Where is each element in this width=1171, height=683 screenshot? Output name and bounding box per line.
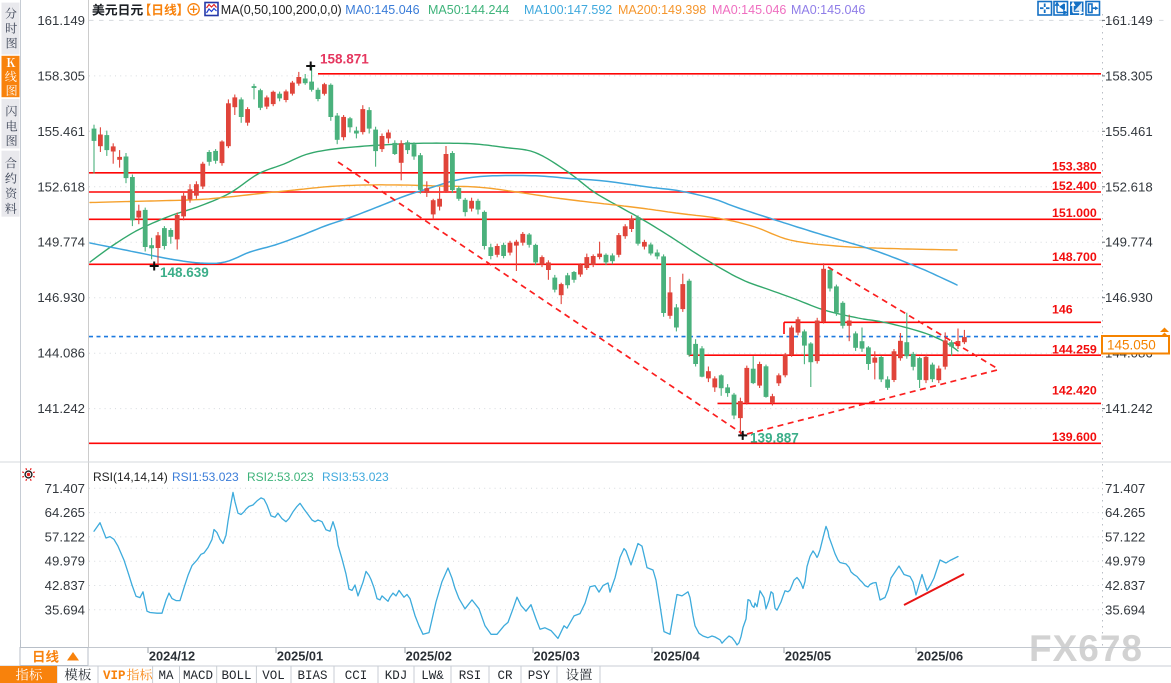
- svg-text:PSY: PSY: [528, 669, 551, 683]
- svg-text:139.600: 139.600: [1052, 430, 1097, 444]
- svg-text:144.086: 144.086: [37, 346, 85, 361]
- svg-text:158.305: 158.305: [37, 68, 85, 83]
- svg-text:2025/04: 2025/04: [653, 649, 700, 664]
- svg-text:MA(0,50,100,200,0,0): MA(0,50,100,200,0,0): [221, 3, 342, 17]
- svg-text:VOL: VOL: [262, 669, 285, 683]
- svg-text:152.618: 152.618: [1105, 179, 1153, 194]
- svg-text:148.639: 148.639: [160, 265, 209, 280]
- svg-text:141.242: 141.242: [1105, 401, 1153, 416]
- svg-text:145.050: 145.050: [1107, 338, 1156, 353]
- svg-text:LW&: LW&: [421, 669, 444, 683]
- svg-text:49.979: 49.979: [1105, 554, 1145, 569]
- svg-text:146: 146: [1052, 303, 1073, 317]
- svg-text:FX678: FX678: [1029, 628, 1143, 669]
- svg-text:2024/12: 2024/12: [149, 649, 195, 664]
- svg-text:BIAS: BIAS: [297, 669, 327, 683]
- svg-text:MA100:147.592: MA100:147.592: [524, 3, 612, 17]
- svg-text:144.259: 144.259: [1052, 342, 1097, 356]
- svg-text:146.930: 146.930: [1105, 290, 1153, 305]
- svg-text:2025/02: 2025/02: [406, 649, 452, 664]
- svg-text:42.837: 42.837: [45, 578, 85, 593]
- svg-text:151.000: 151.000: [1052, 206, 1097, 220]
- svg-text:RSI2:53.023: RSI2:53.023: [247, 470, 314, 484]
- svg-text:153.380: 153.380: [1052, 160, 1097, 174]
- svg-text:161.149: 161.149: [37, 13, 85, 28]
- svg-text:BOLL: BOLL: [221, 669, 251, 683]
- svg-text:MA: MA: [158, 669, 174, 683]
- svg-text:64.265: 64.265: [1105, 505, 1145, 520]
- svg-text:152.618: 152.618: [37, 179, 85, 194]
- svg-text:MA0:145.046: MA0:145.046: [345, 3, 419, 17]
- svg-text:152.400: 152.400: [1052, 179, 1097, 193]
- svg-text:71.407: 71.407: [1105, 481, 1145, 496]
- svg-text:MA0:145.046: MA0:145.046: [791, 3, 865, 17]
- svg-text:35.694: 35.694: [45, 602, 85, 617]
- svg-text:49.979: 49.979: [45, 554, 85, 569]
- svg-text:35.694: 35.694: [1105, 602, 1145, 617]
- svg-text:MA0:145.046: MA0:145.046: [712, 3, 786, 17]
- svg-text:155.461: 155.461: [1105, 124, 1153, 139]
- svg-text:2025/05: 2025/05: [785, 649, 831, 664]
- svg-text:139.887: 139.887: [750, 431, 799, 446]
- svg-text:2025/01: 2025/01: [277, 649, 323, 664]
- svg-text:149.774: 149.774: [1105, 235, 1153, 250]
- svg-text:155.461: 155.461: [37, 124, 85, 139]
- svg-text:2025/06: 2025/06: [917, 649, 963, 664]
- svg-text:RSI3:53.023: RSI3:53.023: [322, 470, 389, 484]
- svg-text:161.149: 161.149: [1105, 13, 1153, 28]
- svg-text:57.122: 57.122: [45, 529, 85, 544]
- svg-text:149.774: 149.774: [37, 235, 85, 250]
- svg-text:71.407: 71.407: [45, 481, 85, 496]
- svg-text:148.700: 148.700: [1052, 250, 1097, 264]
- svg-text:2025/03: 2025/03: [533, 649, 579, 664]
- svg-text:MACD: MACD: [183, 669, 213, 683]
- svg-text:MA50:144.244: MA50:144.244: [428, 3, 509, 17]
- svg-text:158.305: 158.305: [1105, 68, 1153, 83]
- svg-text:146.930: 146.930: [37, 290, 85, 305]
- svg-text:RSI: RSI: [459, 669, 482, 683]
- svg-text:64.265: 64.265: [45, 505, 85, 520]
- svg-text:RSI(14,14,14): RSI(14,14,14): [93, 470, 168, 484]
- svg-text:MA200:149.398: MA200:149.398: [618, 3, 706, 17]
- svg-text:42.837: 42.837: [1105, 578, 1145, 593]
- svg-text:142.420: 142.420: [1052, 384, 1097, 398]
- svg-text:RSI1:53.023: RSI1:53.023: [172, 470, 239, 484]
- svg-text:141.242: 141.242: [37, 401, 85, 416]
- svg-text:CR: CR: [497, 669, 513, 683]
- svg-text:158.871: 158.871: [320, 52, 369, 67]
- svg-text:CCI: CCI: [345, 669, 368, 683]
- svg-text:VIP: VIP: [103, 669, 126, 683]
- svg-text:57.122: 57.122: [1105, 529, 1145, 544]
- svg-text:KDJ: KDJ: [385, 669, 408, 683]
